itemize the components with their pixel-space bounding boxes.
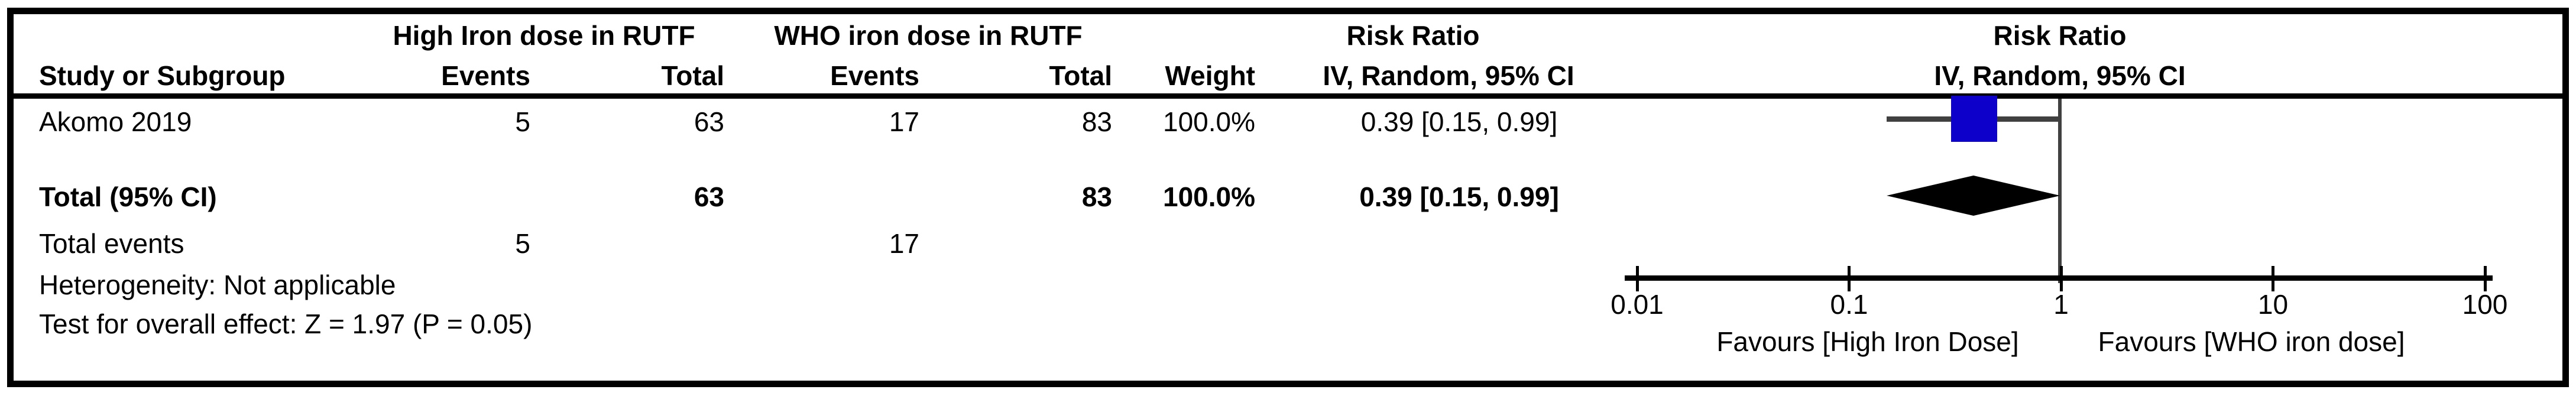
axis-tick (1848, 266, 1851, 291)
total-weight: 100.0% (1162, 181, 1255, 212)
study-total-high: 63 (694, 106, 724, 137)
total-events-high: 5 (515, 228, 530, 259)
total-events-label: Total events (39, 228, 184, 259)
total-events-who: 17 (889, 228, 919, 259)
header-separator-line (14, 93, 2562, 99)
risk-ratio-plot-header: Risk Ratio (1993, 20, 2127, 51)
axis-tick (2059, 266, 2063, 291)
col-header-study: Study or Subgroup (39, 60, 286, 91)
study-ci-text: 0.39 [0.15, 0.99] (1360, 106, 1558, 137)
overall-effect-note: Test for overall effect: Z = 1.97 (P = 0… (39, 309, 533, 339)
total-total-who: 83 (1081, 181, 1112, 212)
total-diamond-marker (1886, 176, 2060, 216)
axis-tick-label: 1 (2053, 289, 2069, 320)
axis-tick-label: 0.01 (1611, 289, 1664, 320)
col-header-events-high: Events (441, 60, 530, 91)
study-events-who: 17 (889, 106, 919, 137)
figure-border (7, 8, 2569, 387)
study-total-who: 83 (1081, 106, 1112, 137)
favours-left-label: Favours [High Iron Dose] (1716, 326, 2019, 357)
col-header-method-text: IV, Random, 95% CI (1323, 60, 1574, 91)
risk-ratio-text-header: Risk Ratio (1346, 20, 1480, 51)
col-header-total-high: Total (661, 60, 724, 91)
col-header-method-plot: IV, Random, 95% CI (1934, 60, 2186, 91)
col-header-events-who: Events (830, 60, 919, 91)
total-total-high: 63 (694, 181, 724, 212)
total-label: Total (95% CI) (39, 181, 217, 212)
group-header-high-iron: High Iron dose in RUTF (393, 20, 695, 51)
study-weight: 100.0% (1162, 106, 1255, 137)
x-axis-line (1625, 275, 2493, 281)
study-events-high: 5 (515, 106, 530, 137)
favours-right-label: Favours [WHO iron dose] (2098, 326, 2405, 357)
axis-tick-label: 100 (2462, 289, 2508, 320)
axis-tick (1635, 266, 1639, 291)
col-header-weight: Weight (1165, 60, 1255, 91)
study-point-marker (1951, 96, 1998, 142)
axis-tick-label: 10 (2257, 289, 2289, 320)
study-name: Akomo 2019 (39, 106, 192, 137)
null-effect-line (2058, 99, 2062, 283)
axis-tick-label: 0.1 (1830, 289, 1868, 320)
axis-tick (2483, 266, 2487, 291)
heterogeneity-note: Heterogeneity: Not applicable (39, 270, 396, 300)
total-ci-text: 0.39 [0.15, 0.99] (1359, 181, 1559, 212)
col-header-total-who: Total (1049, 60, 1112, 91)
group-header-who: WHO iron dose in RUTF (774, 20, 1083, 51)
axis-tick (2272, 266, 2274, 291)
